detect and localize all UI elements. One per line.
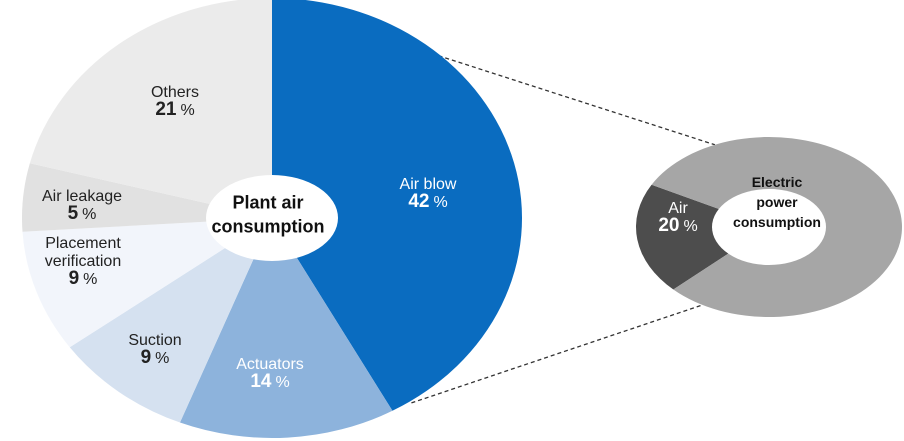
center-title: Electric power consumption bbox=[733, 174, 821, 230]
electric-power-pie: Electric power consumption Air 20% bbox=[636, 137, 903, 318]
value-suction: 9 bbox=[141, 347, 152, 368]
label-actuators: Actuators 14% bbox=[236, 356, 304, 392]
value-actuators: 14 bbox=[250, 371, 272, 392]
center-hole bbox=[712, 189, 826, 265]
label-air-blow: Air blow 42% bbox=[400, 176, 457, 212]
value-others: 21 bbox=[155, 99, 177, 120]
label-air: Air 20% bbox=[658, 200, 697, 236]
center-title: Plant air consumption bbox=[212, 192, 325, 236]
slice-air bbox=[636, 184, 769, 290]
connector-line-bottom bbox=[411, 304, 703, 404]
slice-air-blow bbox=[272, 0, 522, 411]
plant-air-pie: Plant air consumption Air blow 42 % Actuators… bbox=[21, 0, 522, 439]
label-air-leakage: Air leakage 5% bbox=[42, 188, 122, 224]
label-others: Others 21% bbox=[151, 84, 199, 120]
slice-others bbox=[29, 0, 272, 218]
value-air-blow: 42 bbox=[408, 191, 429, 212]
slice-actuators bbox=[179, 218, 393, 439]
value-placement-verification: 9 bbox=[69, 268, 80, 289]
slice-placement-verification bbox=[22, 218, 272, 348]
center-hole bbox=[206, 175, 338, 261]
value-air-leakage: 5 bbox=[68, 203, 79, 224]
value-air: 20 bbox=[658, 215, 679, 236]
label-placement-verification: Placement verification 9% bbox=[45, 235, 122, 289]
slice-suction bbox=[69, 218, 272, 423]
label-suction: Suction 9% bbox=[128, 332, 181, 368]
